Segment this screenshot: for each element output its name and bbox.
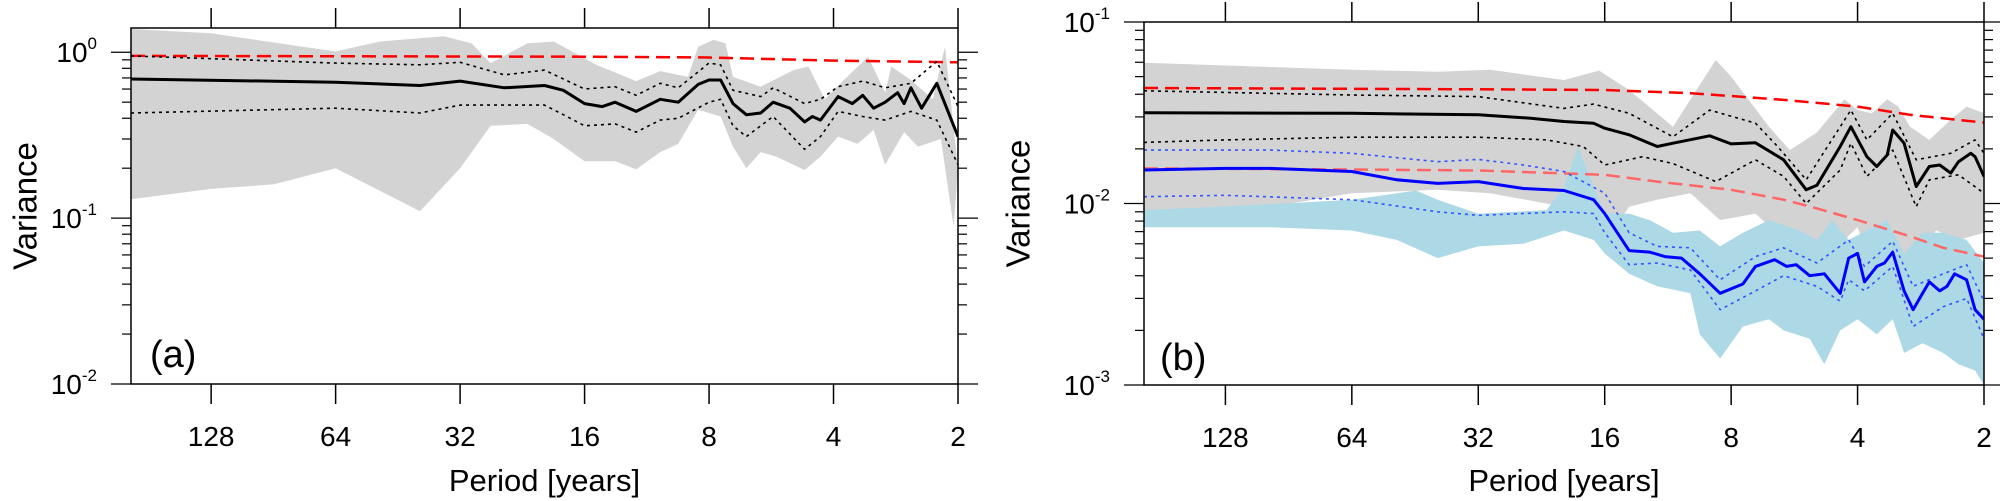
- panel-label: (b): [1160, 337, 1206, 379]
- confidence-band-0: [1144, 59, 1984, 302]
- plot-area: [131, 29, 958, 227]
- series-line-dashed-0: [131, 54, 958, 64]
- y-tick-label: 100: [56, 34, 97, 68]
- x-axis-title: Period [years]: [449, 463, 640, 498]
- y-tick-label: 10-2: [51, 366, 97, 400]
- panel-a: 128 64 32 16 8 4 2 100 10-1 10-2 Period [years] Var…: [7, 8, 978, 498]
- series-line-dotted-3: [1144, 136, 1984, 208]
- panel-label: (a): [150, 334, 196, 376]
- confidence-band-1: [1144, 146, 1984, 385]
- x-tick-label: 2: [950, 421, 966, 452]
- series-line-dotted-5: [1144, 149, 1984, 302]
- series-line-dotted-2: [1144, 90, 1984, 181]
- confidence-band-0: [131, 29, 958, 227]
- x-tick-label: 16: [569, 421, 600, 452]
- x-tick-label: 64: [320, 421, 351, 452]
- series-line-solid-4: [1144, 111, 1984, 192]
- x-tick-label: 128: [188, 421, 235, 452]
- x-tick-label: 32: [1463, 422, 1494, 453]
- x-tick-label: 8: [701, 421, 717, 452]
- plot-area: [1144, 59, 1984, 385]
- series-line-dotted-6: [1144, 194, 1984, 340]
- x-tick-label: 4: [1850, 422, 1866, 453]
- panel-b: 128 64 32 16 8 4 2 10-1 10-2 10-3 Period [years] Va…: [1000, 2, 2000, 498]
- y-tick-label: 10-1: [51, 200, 97, 234]
- x-tick-label: 4: [826, 421, 842, 452]
- x-tick-label: 128: [1202, 422, 1249, 453]
- x-tick-label: 16: [1589, 422, 1620, 453]
- y-axis-title: Variance: [7, 142, 44, 270]
- series-line-dotted-2: [131, 98, 958, 166]
- plot-frame: [130, 27, 959, 385]
- x-tick-label: 64: [1336, 422, 1367, 453]
- x-tick-label: 8: [1723, 422, 1739, 453]
- x-tick-label: 2: [1976, 422, 1992, 453]
- series-line-solid-3: [131, 77, 958, 138]
- y-tick-label: 10-2: [1064, 186, 1110, 220]
- y-tick-label: 10-1: [1064, 4, 1110, 38]
- series-line-solid-7: [1144, 166, 1984, 321]
- y-axis-title: Variance: [1000, 140, 1037, 268]
- x-axis-title: Period [years]: [1468, 463, 1659, 498]
- series-line-dotted-1: [131, 55, 958, 107]
- x-tick-label: 32: [445, 421, 476, 452]
- y-tick-label: 10-3: [1064, 367, 1110, 401]
- series-line-dashed-1: [1144, 167, 1984, 258]
